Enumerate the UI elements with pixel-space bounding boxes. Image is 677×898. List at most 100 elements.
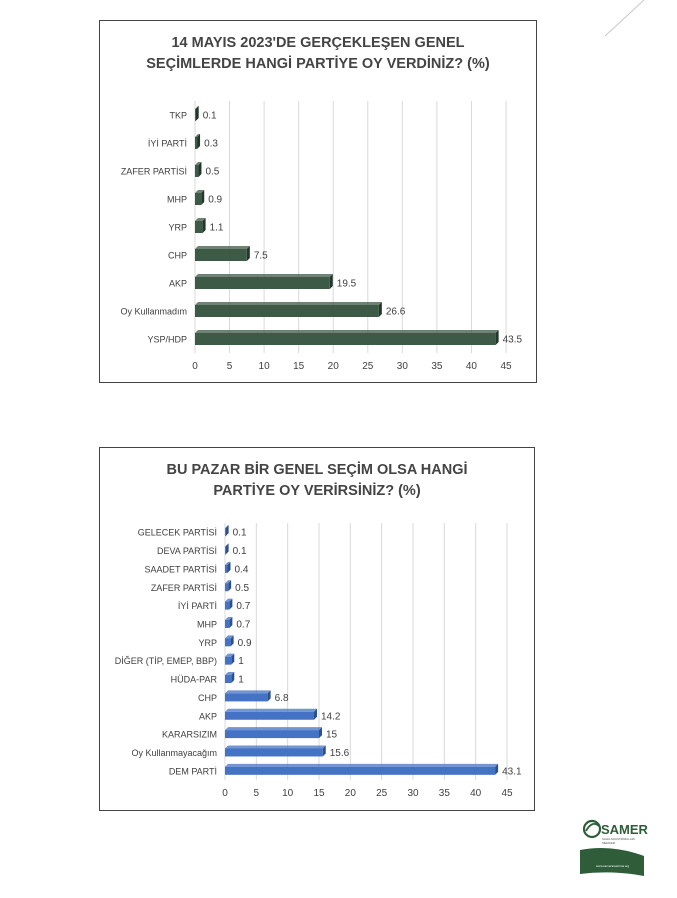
bar-top	[225, 653, 235, 657]
x-tick-label: 30	[397, 361, 409, 372]
chart-title-line1: BU PAZAR BİR GENEL SEÇİM OLSA HANGİ	[166, 462, 468, 478]
bar-top	[225, 763, 499, 767]
bar-top	[225, 598, 233, 602]
bar-top	[225, 561, 231, 565]
chart-plot: 0 5 10 15 20 25 30 35 40 45 GELECEK PARTİSİ 0.1 DEVA…	[115, 523, 522, 799]
x-tick-label: 40	[470, 788, 482, 799]
x-tick-label: 30	[407, 788, 419, 799]
value-label: 19.5	[337, 279, 357, 290]
category-label: KARARSIZIM	[162, 730, 217, 740]
bar-side	[267, 690, 271, 702]
chart-next-election-vote: BU PAZAR BİR GENEL SEÇİM OLSA HANGİ PART…	[99, 447, 535, 811]
bar	[225, 546, 226, 555]
decorative-corner-line	[604, 0, 645, 37]
value-label: 0.5	[235, 583, 249, 594]
bar-top	[195, 246, 250, 249]
bar-side	[225, 525, 229, 537]
bar-top	[225, 616, 233, 620]
logo-tagline-2: MERKEZİ	[602, 840, 616, 845]
x-tick-label: 20	[345, 788, 357, 799]
bar-side	[228, 580, 232, 592]
bar-top	[225, 727, 322, 731]
bar-side	[329, 274, 333, 289]
value-label: 26.6	[386, 307, 406, 318]
category-label: SAADET PARTİSİ	[144, 564, 217, 574]
value-label: 15	[326, 730, 338, 741]
bar	[225, 638, 231, 647]
value-label: 0.7	[236, 601, 250, 612]
category-label: DİĞER (TİP, EMEP, BBP)	[115, 656, 217, 666]
bar	[225, 748, 323, 757]
category-label: İYİ PARTİ	[178, 601, 217, 611]
x-tick-label: 40	[466, 361, 478, 372]
bar	[195, 277, 330, 289]
bar-side	[229, 616, 233, 628]
value-label: 0.1	[233, 546, 247, 557]
value-label: 1	[238, 656, 244, 667]
bar	[225, 601, 230, 610]
bar-side	[202, 218, 206, 233]
chart-title: BU PAZAR BİR GENEL SEÇİM OLSA HANGİ PART…	[100, 460, 534, 502]
value-label: 14.2	[321, 711, 341, 722]
x-tick-label: 45	[501, 788, 513, 799]
bar-top	[195, 106, 199, 109]
bar-side	[495, 763, 499, 775]
x-tick-label: 35	[431, 361, 443, 372]
category-label: MHP	[197, 619, 217, 629]
bar	[225, 693, 268, 702]
category-label: İYİ PARTİ	[148, 139, 187, 149]
bar-side	[231, 653, 235, 665]
bar-top	[195, 302, 382, 305]
category-label: Oy Kullanmadım	[120, 307, 187, 317]
category-label: CHP	[198, 693, 217, 703]
bar-side	[227, 561, 231, 573]
x-tick-label: 0	[222, 788, 228, 799]
bar	[225, 564, 228, 573]
value-label: 7.5	[254, 251, 268, 262]
samer-logo: SAMER SAHA ARAŞTIRMALARI MERKEZİ www.sam…	[580, 819, 649, 876]
category-label: YRP	[198, 638, 217, 648]
bar	[225, 766, 496, 775]
bar-top	[225, 635, 234, 639]
value-label: 0.1	[203, 111, 217, 122]
value-label: 6.8	[275, 693, 289, 704]
bar-side	[313, 708, 317, 720]
x-tick-label: 45	[500, 361, 512, 372]
bar-top	[225, 672, 235, 676]
bar-top	[195, 218, 206, 221]
bar-side	[322, 745, 326, 757]
bar-side	[195, 106, 199, 121]
bar	[195, 193, 202, 205]
bar	[195, 249, 247, 261]
bar	[195, 305, 379, 317]
bar-side	[246, 246, 250, 261]
bar	[195, 333, 496, 345]
bar-side	[229, 598, 233, 610]
chart-title-line2: PARTİYE OY VERİRSİNİZ? (%)	[213, 483, 421, 499]
value-label: 0.5	[205, 167, 219, 178]
value-label: 0.3	[204, 139, 218, 150]
x-tick-label: 5	[227, 361, 233, 372]
x-tick-label: 25	[362, 361, 374, 372]
category-label: AKP	[169, 279, 187, 289]
value-label: 0.7	[236, 619, 250, 630]
x-tick-label: 15	[293, 361, 305, 372]
category-label: AKP	[199, 711, 217, 721]
bar	[225, 711, 314, 720]
bar-side	[230, 635, 234, 647]
bar-top	[195, 274, 333, 277]
value-label: 0.9	[208, 195, 222, 206]
category-label: YRP	[168, 223, 187, 233]
bar	[225, 730, 319, 739]
category-label: ZAFER PARTİSİ	[121, 167, 187, 177]
value-label: 43.5	[503, 335, 523, 346]
bar-side	[201, 190, 205, 205]
category-label: YSP/HDP	[147, 335, 187, 345]
bar-top	[225, 690, 271, 694]
chart-2023-vote: 14 MAYIS 2023'DE GERÇEKLEŞEN GENEL SEÇİM…	[99, 20, 537, 383]
bar-top	[195, 330, 499, 333]
logo-swoosh-icon	[580, 848, 644, 876]
bar	[225, 583, 229, 592]
value-label: 15.6	[330, 748, 350, 759]
x-tick-label: 5	[254, 788, 260, 799]
